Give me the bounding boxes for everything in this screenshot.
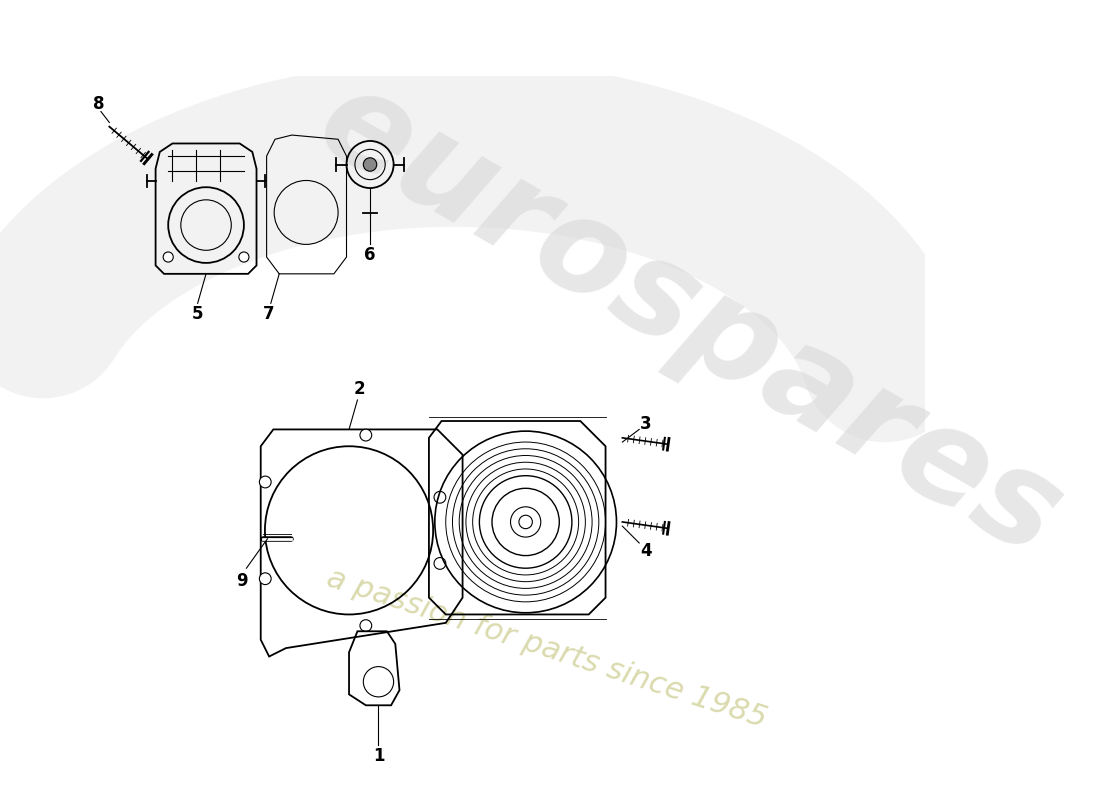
Text: eurospares: eurospares <box>296 57 1082 584</box>
Text: 8: 8 <box>94 95 104 113</box>
Text: 5: 5 <box>191 306 204 323</box>
Circle shape <box>360 620 372 631</box>
Circle shape <box>260 573 272 585</box>
Text: 9: 9 <box>236 572 248 590</box>
Circle shape <box>363 158 377 171</box>
Text: 1: 1 <box>373 746 384 765</box>
Circle shape <box>260 476 272 488</box>
Circle shape <box>239 252 249 262</box>
Text: 6: 6 <box>364 246 376 264</box>
Text: 2: 2 <box>353 380 365 398</box>
Circle shape <box>163 252 174 262</box>
Circle shape <box>434 558 446 570</box>
Text: a passion for parts since 1985: a passion for parts since 1985 <box>323 563 770 733</box>
Text: 7: 7 <box>263 306 274 323</box>
Text: 4: 4 <box>640 542 651 560</box>
Circle shape <box>434 491 446 503</box>
Circle shape <box>360 430 372 441</box>
Text: 3: 3 <box>640 414 651 433</box>
